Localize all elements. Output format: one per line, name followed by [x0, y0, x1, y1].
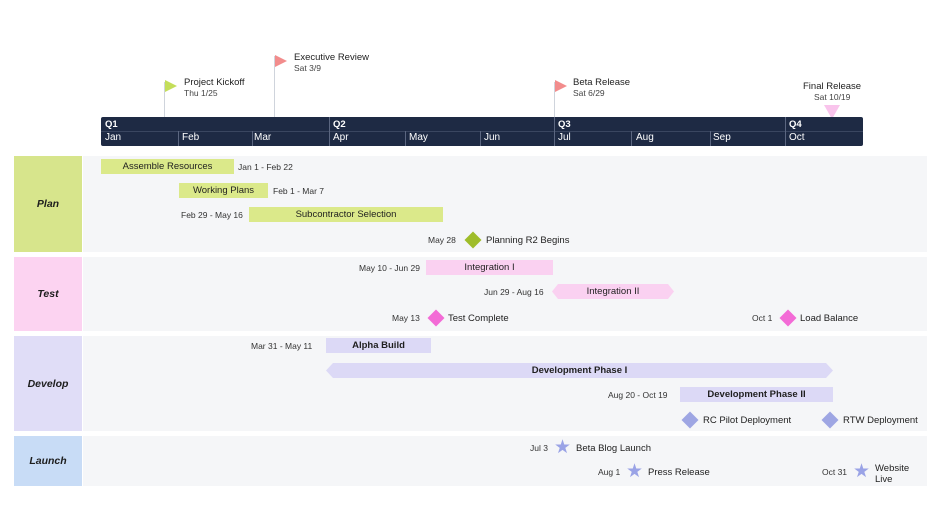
milestone-label: Planning R2 Begins — [486, 235, 570, 246]
task-dates: Jun 29 - Aug 16 — [484, 287, 544, 297]
lane-label-test[interactable]: Test — [14, 257, 82, 331]
milestone-date: Sat 10/19 — [814, 92, 851, 102]
milestone-title: Executive Review — [294, 52, 369, 63]
milestone-date: Oct 1 — [752, 313, 773, 323]
task-bar-working-plans[interactable]: Working Plans — [179, 183, 268, 198]
timeline-divider — [101, 131, 863, 132]
task-bar-integration-2[interactable]: Integration II — [552, 284, 674, 299]
milestone-label: Beta Blog Launch — [576, 443, 652, 454]
milestone-label-line2: Live — [875, 474, 893, 485]
quarter-q2: Q2 — [333, 119, 346, 130]
milestone-label-line1: Website — [875, 463, 910, 474]
lane-label-launch[interactable]: Launch — [14, 436, 82, 486]
star-milestone-icon[interactable]: ★ — [626, 461, 644, 482]
lane-label-develop[interactable]: Develop — [14, 336, 82, 431]
red-flag-icon — [555, 80, 567, 92]
month-jun: Jun — [484, 132, 501, 143]
month-oct: Oct — [789, 132, 805, 143]
milestone-title: Project Kickoff — [184, 77, 245, 88]
milestone-date: Sat 3/9 — [294, 63, 321, 73]
milestone-date: Thu 1/25 — [184, 88, 218, 98]
milestone-label: RC Pilot Deployment — [703, 415, 792, 426]
month-may: May — [409, 132, 428, 143]
flag-pole — [274, 56, 275, 117]
month-aug: Aug — [636, 132, 654, 143]
task-dates: Feb 1 - Mar 7 — [273, 186, 325, 196]
task-bar-development-phase-2[interactable]: Development Phase II — [680, 387, 833, 402]
milestone-date: Oct 31 — [822, 467, 848, 477]
star-milestone-icon[interactable]: ★ — [853, 461, 871, 482]
milestone-date: May 28 — [428, 235, 456, 245]
task-bar-alpha-build[interactable]: Alpha Build — [326, 338, 431, 353]
lane-label-plan[interactable]: Plan — [14, 156, 82, 252]
month-apr: Apr — [333, 132, 349, 143]
green-flag-icon — [165, 80, 177, 92]
task-dates: May 10 - Jun 29 — [359, 263, 420, 273]
milestone-date: May 13 — [392, 313, 420, 323]
task-dates: Aug 20 - Oct 19 — [608, 390, 668, 400]
task-bar-integration-1[interactable]: Integration I — [426, 260, 553, 275]
milestone-label: RTW Deployment — [843, 415, 918, 426]
star-milestone-icon[interactable]: ★ — [554, 437, 572, 458]
milestone-label: Test Complete — [448, 313, 509, 324]
flag-pole — [554, 82, 555, 117]
milestone-title: Beta Release — [573, 77, 631, 88]
month-sep: Sep — [713, 132, 731, 143]
task-dates: Mar 31 - May 11 — [251, 341, 313, 351]
flag-pole — [164, 82, 165, 117]
milestone-date: Aug 1 — [598, 467, 621, 477]
month-feb: Feb — [182, 132, 200, 143]
quarter-q4: Q4 — [789, 119, 802, 130]
milestone-date: Sat 6/29 — [573, 88, 605, 98]
task-dates: Jan 1 - Feb 22 — [238, 162, 293, 172]
milestone-date: Jul 3 — [530, 443, 548, 453]
task-bar-assemble-resources[interactable]: Assemble Resources — [101, 159, 234, 174]
milestone-title: Final Release — [803, 81, 862, 92]
red-flag-icon — [275, 55, 287, 67]
task-bar-development-phase-1[interactable]: Development Phase I — [326, 363, 833, 378]
milestone-label: Press Release — [648, 467, 710, 478]
month-mar: Mar — [254, 132, 272, 143]
timeline-bar: Q1 Q2 Q3 Q4 Jan Feb Mar Apr May Jun Jul … — [101, 117, 863, 146]
develop-lane-area — [83, 336, 927, 431]
quarter-q1: Q1 — [105, 119, 118, 130]
month-jan: Jan — [105, 132, 122, 143]
month-jul: Jul — [558, 132, 571, 143]
quarter-q3: Q3 — [558, 119, 571, 130]
launch-lane-area — [83, 436, 927, 486]
milestone-label: Load Balance — [800, 313, 859, 324]
task-dates: Feb 29 - May 16 — [181, 210, 243, 220]
triangle-down-icon — [824, 105, 840, 119]
task-bar-subcontractor-selection[interactable]: Subcontractor Selection — [249, 207, 443, 222]
